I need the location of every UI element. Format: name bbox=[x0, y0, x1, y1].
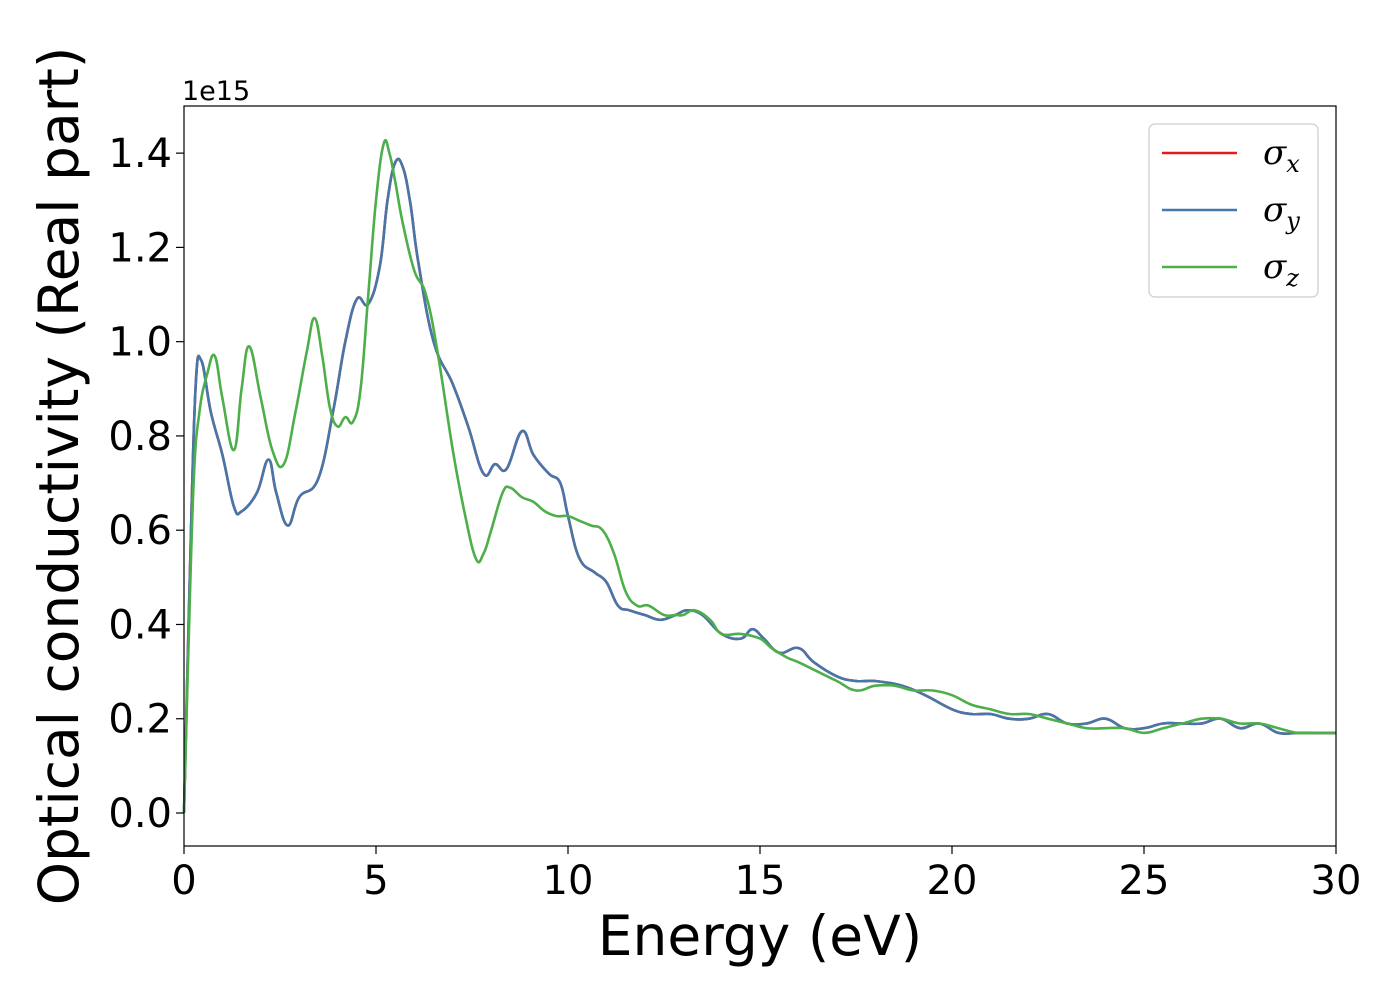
x-tick-label: 15 bbox=[735, 858, 786, 904]
x-tick-label: 5 bbox=[363, 858, 388, 904]
legend-label-x: σx bbox=[1263, 133, 1300, 178]
y-tick-label: 0.2 bbox=[108, 697, 172, 743]
x-tick-label: 25 bbox=[1119, 858, 1170, 904]
y-tick-label: 0.4 bbox=[108, 602, 172, 648]
series-line-y bbox=[182, 157, 1336, 814]
y-tick-label: 1.4 bbox=[108, 131, 172, 177]
y-tick-label: 1.2 bbox=[108, 225, 172, 271]
x-tick-label: 30 bbox=[1311, 858, 1362, 904]
plot-area bbox=[182, 105, 1337, 847]
x-tick-label: 20 bbox=[927, 858, 978, 904]
x-axis-ticks: 0 5 10 15 20 25 30 bbox=[171, 846, 1361, 904]
y-tick-label: 1.0 bbox=[108, 320, 172, 366]
y-tick-label: 0.0 bbox=[108, 791, 172, 837]
y-axis-title: Optical conductivity (Real part) bbox=[27, 47, 91, 906]
y-tick-label: 0.8 bbox=[108, 414, 172, 460]
series-line-z bbox=[182, 138, 1336, 814]
legend-label-z: σz bbox=[1263, 247, 1299, 292]
legend-label-y: σy bbox=[1263, 190, 1300, 235]
legend-entries: σx σy σz bbox=[1162, 133, 1300, 292]
y-tick-label: 0.6 bbox=[108, 508, 172, 554]
x-tick-label: 0 bbox=[171, 858, 196, 904]
y-axis-ticks: 0.0 0.2 0.4 0.6 0.8 1.0 1.2 1.4 bbox=[108, 131, 184, 837]
legend: σx σy σz bbox=[1148, 123, 1319, 298]
series-layer bbox=[182, 138, 1336, 814]
x-axis-title: Energy (eV) bbox=[598, 904, 922, 968]
x-tick-label: 10 bbox=[543, 858, 594, 904]
y-axis-offset-label: 1e15 bbox=[182, 76, 250, 107]
